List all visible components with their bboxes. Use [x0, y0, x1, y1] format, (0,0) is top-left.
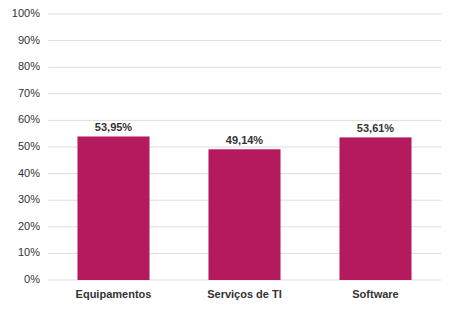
chart-container: 0% 10% 20% 30% 40% 50% 60% 70% 80% 90% 100% 53,95% 4… — [0, 0, 453, 318]
data-label: 49,14% — [226, 134, 264, 146]
y-tick-label: 40% — [18, 167, 40, 179]
chart-svg: 0% 10% 20% 30% 40% 50% 60% 70% 80% 90% 100% 53,95% 4… — [0, 0, 453, 318]
grid-line — [48, 93, 441, 94]
y-axis: 0% 10% 20% 30% 40% 50% 60% 70% 80% 90% 100% — [12, 7, 40, 285]
y-tick-label: 90% — [18, 34, 40, 46]
bar — [77, 136, 149, 280]
data-labels: 53,95% 49,14% 53,61% — [95, 121, 395, 146]
data-label: 53,95% — [95, 121, 133, 133]
y-tick-label: 80% — [18, 60, 40, 72]
y-tick-label: 100% — [12, 7, 40, 19]
y-tick-label: 60% — [18, 113, 40, 125]
y-tick-label: 70% — [18, 87, 40, 99]
grid-line — [48, 67, 441, 68]
y-tick-label: 10% — [18, 246, 40, 258]
y-tick-label: 50% — [18, 140, 40, 152]
bar — [208, 149, 280, 280]
x-tick-label: Serviços de TI — [207, 288, 282, 300]
grid-line — [48, 40, 441, 41]
y-tick-label: 30% — [18, 193, 40, 205]
data-label: 53,61% — [357, 122, 395, 134]
grid-line — [48, 14, 441, 15]
bars — [77, 136, 411, 280]
y-tick-label: 0% — [24, 273, 40, 285]
x-tick-label: Software — [352, 288, 398, 300]
bar — [339, 137, 411, 280]
grid — [48, 14, 441, 280]
y-tick-label: 20% — [18, 220, 40, 232]
x-axis: Equipamentos Serviços de TI Software — [76, 288, 399, 300]
x-tick-label: Equipamentos — [76, 288, 152, 300]
